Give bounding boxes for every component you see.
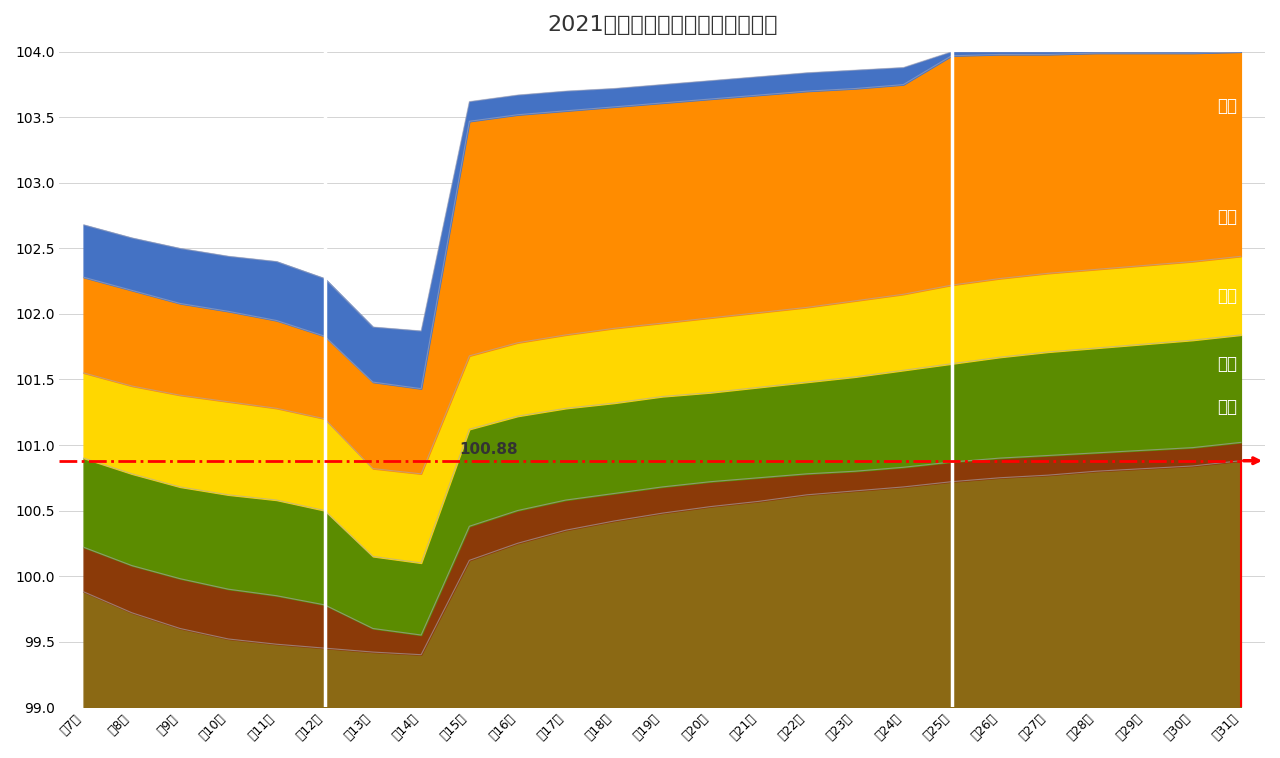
Text: 五区: 五区 [1217,355,1236,373]
Text: 四区: 四区 [1217,287,1236,305]
Text: 三区: 三区 [1217,208,1236,226]
Text: 六区: 六区 [1217,398,1236,416]
Text: 二区: 二区 [1217,97,1236,114]
Text: 100.88: 100.88 [460,442,518,457]
Title: 2021申报阶段前六区分数线面积图: 2021申报阶段前六区分数线面积图 [547,15,777,35]
